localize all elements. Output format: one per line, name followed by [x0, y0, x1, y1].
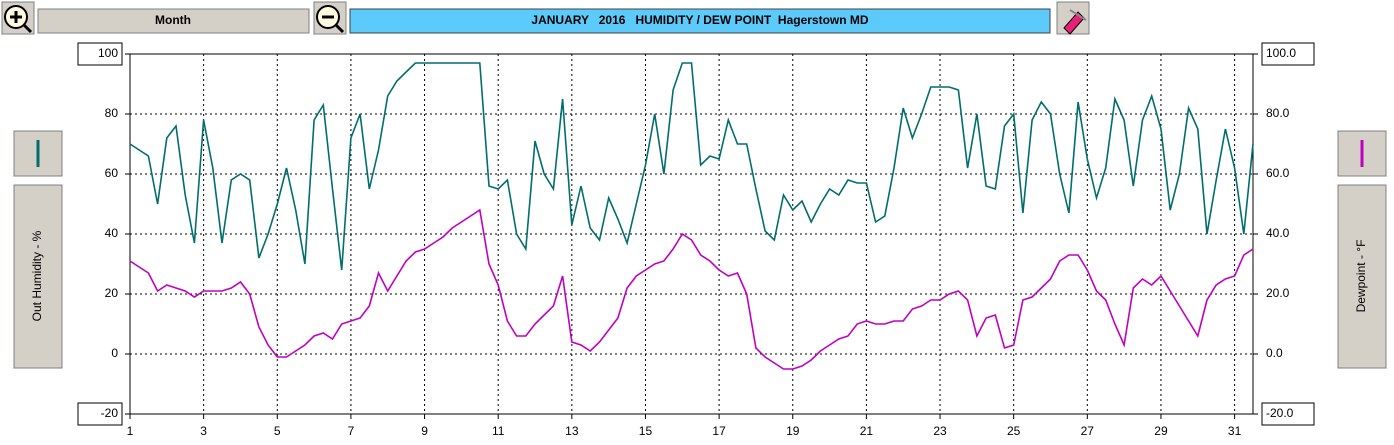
y-tick-label: 60	[105, 166, 119, 180]
x-tick-label: 11	[492, 424, 505, 438]
x-tick-label: 3	[200, 424, 207, 438]
y2-tick-label: 0.0	[1266, 346, 1283, 360]
y2-tick-label: 80.0	[1266, 106, 1290, 120]
x-tick-label: 5	[274, 424, 281, 438]
y2-tick-label: 60.0	[1266, 166, 1290, 180]
series-line	[129, 208, 1254, 370]
series-line	[129, 62, 1254, 271]
y2-tick-label: 100.0	[1266, 46, 1296, 60]
y2-tick-label: 40.0	[1266, 226, 1290, 240]
x-tick-label: 15	[639, 424, 653, 438]
y-tick-label: 20	[105, 286, 119, 300]
y-tick-label: 100	[98, 46, 118, 60]
x-tick-label: 31	[1228, 424, 1242, 438]
x-tick-label: 19	[786, 424, 800, 438]
x-tick-label: 29	[1154, 424, 1168, 438]
y-tick-label: 40	[105, 226, 119, 240]
zoom-in-button[interactable]	[1, 1, 35, 35]
clear-button[interactable]	[1056, 1, 1090, 35]
y-axis-label: Out Humidity - %	[30, 230, 44, 321]
x-tick-label: 23	[933, 424, 947, 438]
range-button[interactable]	[37, 8, 310, 34]
y-tick-label: 0	[111, 346, 118, 360]
x-tick-label: 17	[712, 424, 726, 438]
y2-tick-label: -20.0	[1266, 406, 1294, 420]
y2label-panel	[1337, 184, 1387, 369]
y2-tick-label: 20.0	[1266, 286, 1290, 300]
y-tick-label: -20	[101, 406, 119, 420]
y-tick-box	[77, 402, 123, 426]
x-tick-label: 27	[1081, 424, 1095, 438]
y-tick-box	[77, 42, 123, 66]
x-tick-label: 25	[1007, 424, 1021, 438]
x-tick-label: 13	[565, 424, 579, 438]
range-button-label[interactable]: Month	[155, 13, 191, 27]
ylabel-panel	[13, 184, 63, 369]
x-tick-label: 21	[860, 424, 874, 438]
title-bar	[349, 8, 1051, 34]
x-tick-label: 9	[421, 424, 428, 438]
y-tick-label: 80	[105, 106, 119, 120]
y2-tick-box	[1261, 42, 1315, 66]
y2-tick-box	[1261, 402, 1315, 426]
x-tick-label: 1	[127, 424, 134, 438]
y2-axis-label: Dewpoint - °F	[1354, 240, 1368, 313]
chart-title: JANUARY 2016 HUMIDITY / DEW POINT Hagers…	[531, 13, 869, 27]
zoom-out-button[interactable]	[313, 1, 347, 35]
x-tick-label: 7	[348, 424, 355, 438]
